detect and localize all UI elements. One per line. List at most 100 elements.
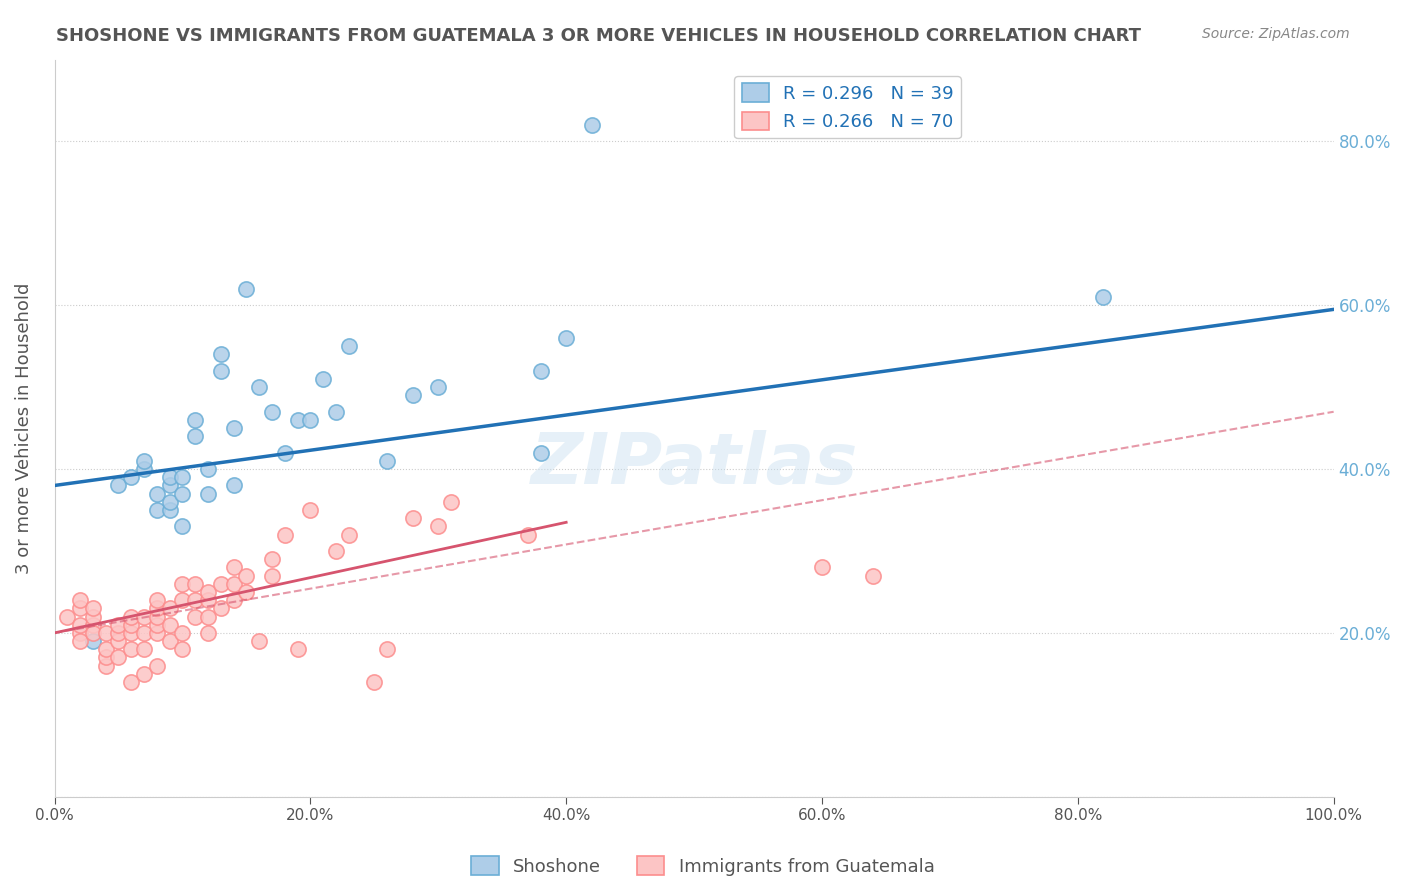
Point <box>1092 290 1115 304</box>
Point <box>159 601 181 615</box>
Point <box>146 601 169 615</box>
Point <box>94 626 117 640</box>
Point <box>299 413 322 427</box>
Point <box>247 380 270 394</box>
Point <box>82 609 104 624</box>
Point <box>427 380 450 394</box>
Point <box>69 626 91 640</box>
Point <box>120 626 142 640</box>
Point <box>146 626 169 640</box>
Point <box>222 478 245 492</box>
Point <box>235 585 257 599</box>
Point <box>69 601 91 615</box>
Point <box>209 347 232 361</box>
Point <box>82 626 104 640</box>
Point <box>172 470 194 484</box>
Point <box>159 470 181 484</box>
Point <box>325 405 347 419</box>
Point <box>172 642 194 657</box>
Point <box>402 388 425 402</box>
Point <box>197 486 219 500</box>
Point <box>862 568 884 582</box>
Point <box>363 675 385 690</box>
Point <box>132 642 155 657</box>
Point <box>107 650 129 665</box>
Point <box>581 118 603 132</box>
Point <box>197 626 219 640</box>
Point <box>375 642 398 657</box>
Point <box>146 609 169 624</box>
Point <box>235 282 257 296</box>
Point <box>159 634 181 648</box>
Point <box>312 372 335 386</box>
Legend: R = 0.296   N = 39, R = 0.266   N = 70: R = 0.296 N = 39, R = 0.266 N = 70 <box>734 76 960 138</box>
Point <box>82 601 104 615</box>
Point <box>209 364 232 378</box>
Point <box>197 585 219 599</box>
Point <box>184 609 207 624</box>
Point <box>172 626 194 640</box>
Point <box>274 527 297 541</box>
Point <box>146 617 169 632</box>
Point <box>184 413 207 427</box>
Point <box>107 478 129 492</box>
Point <box>516 527 538 541</box>
Point <box>247 634 270 648</box>
Point <box>120 675 142 690</box>
Point <box>811 560 834 574</box>
Point <box>184 593 207 607</box>
Point <box>132 609 155 624</box>
Point <box>172 519 194 533</box>
Point <box>69 634 91 648</box>
Y-axis label: 3 or more Vehicles in Household: 3 or more Vehicles in Household <box>15 283 32 574</box>
Point <box>197 462 219 476</box>
Point <box>146 503 169 517</box>
Point <box>375 454 398 468</box>
Point <box>107 634 129 648</box>
Point <box>107 626 129 640</box>
Text: ZIPatlas: ZIPatlas <box>530 431 858 500</box>
Point <box>172 486 194 500</box>
Point <box>197 609 219 624</box>
Point <box>132 666 155 681</box>
Point <box>274 446 297 460</box>
Point <box>69 617 91 632</box>
Point <box>260 552 283 566</box>
Point <box>325 544 347 558</box>
Point <box>159 617 181 632</box>
Point <box>222 560 245 574</box>
Point <box>555 331 578 345</box>
Point <box>260 568 283 582</box>
Point <box>337 527 360 541</box>
Point <box>287 413 309 427</box>
Point <box>159 503 181 517</box>
Point <box>94 642 117 657</box>
Point <box>184 429 207 443</box>
Point <box>146 593 169 607</box>
Legend: Shoshone, Immigrants from Guatemala: Shoshone, Immigrants from Guatemala <box>464 849 942 883</box>
Point <box>427 519 450 533</box>
Point <box>120 617 142 632</box>
Text: Source: ZipAtlas.com: Source: ZipAtlas.com <box>1202 27 1350 41</box>
Text: SHOSHONE VS IMMIGRANTS FROM GUATEMALA 3 OR MORE VEHICLES IN HOUSEHOLD CORRELATIO: SHOSHONE VS IMMIGRANTS FROM GUATEMALA 3 … <box>56 27 1142 45</box>
Point <box>402 511 425 525</box>
Point <box>209 601 232 615</box>
Point <box>184 576 207 591</box>
Point <box>132 626 155 640</box>
Point <box>82 617 104 632</box>
Point <box>120 609 142 624</box>
Point <box>159 478 181 492</box>
Point <box>146 486 169 500</box>
Point <box>56 609 79 624</box>
Point <box>69 593 91 607</box>
Point <box>132 454 155 468</box>
Point <box>299 503 322 517</box>
Point <box>287 642 309 657</box>
Point <box>120 642 142 657</box>
Point <box>209 576 232 591</box>
Point <box>172 576 194 591</box>
Point <box>172 593 194 607</box>
Point <box>94 658 117 673</box>
Point <box>120 470 142 484</box>
Point <box>107 617 129 632</box>
